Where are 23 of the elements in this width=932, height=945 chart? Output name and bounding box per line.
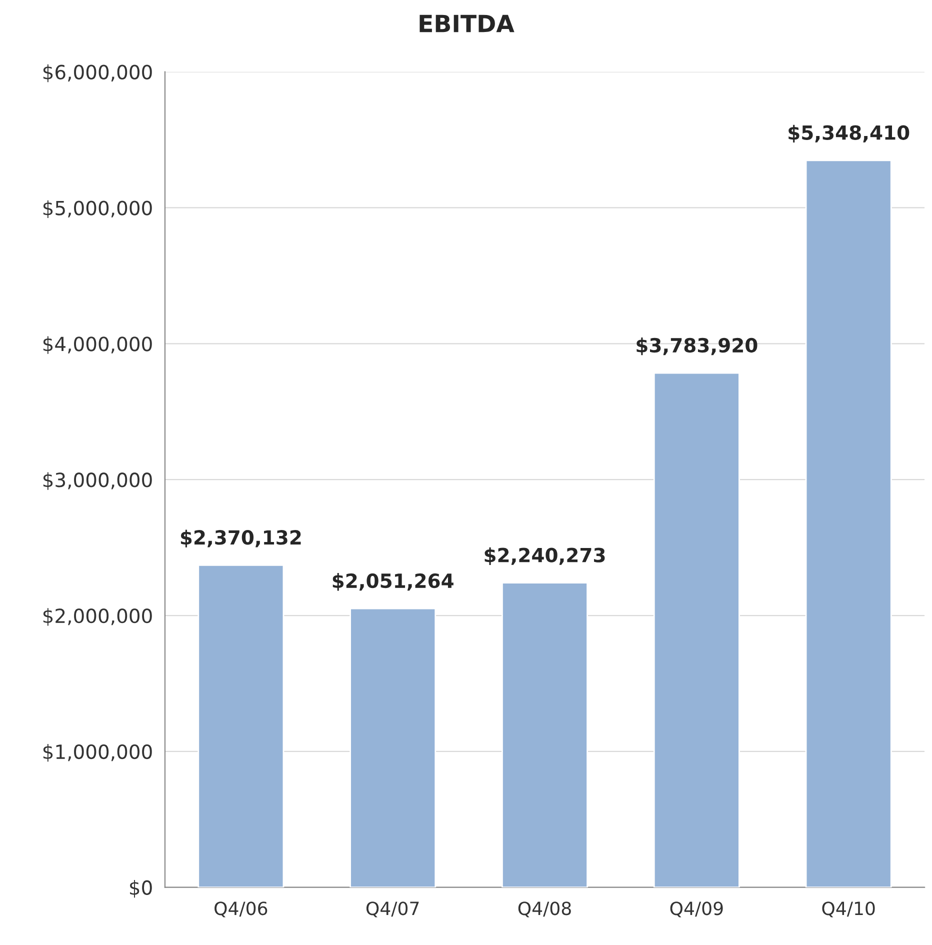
y-tick-label: $3,000,000 — [43, 472, 152, 490]
x-tick-label: Q4/09 — [670, 902, 723, 918]
x-tick-label: Q4/10 — [822, 902, 875, 918]
y-tick-label: $5,000,000 — [43, 200, 152, 218]
y-tick-label: $1,000,000 — [43, 744, 152, 762]
data-label: $5,348,410 — [788, 124, 910, 143]
bar — [653, 372, 740, 888]
y-tick-label: $4,000,000 — [43, 336, 152, 354]
x-tick-label: Q4/08 — [518, 902, 571, 918]
bar — [805, 160, 892, 888]
data-label: $2,370,132 — [180, 530, 301, 548]
y-tick-label: $2,000,000 — [43, 608, 152, 626]
data-label: $2,051,264 — [332, 573, 454, 591]
data-label: $3,783,920 — [636, 338, 758, 356]
data-label: $2,240,273 — [484, 547, 605, 565]
x-tick-label: Q4/06 — [214, 902, 268, 918]
x-tick-label: Q4/07 — [366, 902, 419, 918]
bar — [502, 582, 588, 888]
bar — [350, 608, 436, 888]
y-tick-label: $0 — [130, 880, 152, 898]
bar — [198, 564, 284, 888]
y-tick-label: $6,000,000 — [43, 64, 152, 82]
chart-title: EBITDA — [420, 14, 514, 32]
